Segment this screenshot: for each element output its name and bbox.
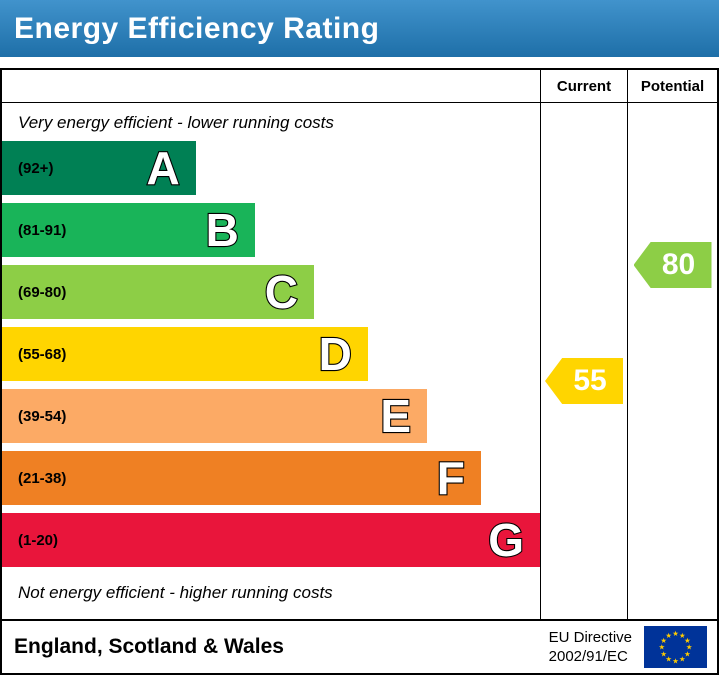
chart-grid: Current Potential Very energy efficient …: [2, 70, 717, 619]
band-range-label: (55-68): [18, 345, 67, 363]
band-letter: G: [487, 514, 525, 566]
eu-flag-icon: ★ ★ ★ ★ ★ ★ ★ ★ ★ ★ ★ ★: [644, 626, 707, 668]
region-label: England, Scotland & Wales: [14, 635, 284, 658]
potential-column-header: Potential: [627, 70, 717, 103]
band-letter: F: [436, 452, 466, 504]
svg-text:★: ★: [665, 654, 672, 663]
band-range-label: (39-54): [18, 407, 67, 425]
caption-top: Very energy efficient - lower running co…: [18, 113, 334, 132]
band-row-g: (1-20) G: [2, 513, 540, 567]
eu-directive-line2: 2002/91/EC: [548, 648, 628, 665]
svg-text:★: ★: [659, 643, 666, 652]
band-bar-f: (21-38) F: [2, 451, 481, 505]
svg-text:★: ★: [679, 654, 686, 663]
band-letter: E: [379, 390, 412, 442]
title-bar: Energy Efficiency Rating: [0, 0, 719, 57]
band-range-label: (69-80): [18, 283, 67, 301]
band-letter: D: [317, 328, 352, 380]
eu-directive-label: EU Directive 2002/91/EC: [549, 628, 632, 667]
band-row-e: (39-54) E: [2, 389, 540, 443]
band-bar-b: (81-91) B: [2, 203, 255, 257]
band-bar-a: (92+) A: [2, 141, 196, 195]
page-title: Energy Efficiency Rating: [14, 11, 380, 45]
band-range-label: (81-91): [18, 221, 67, 239]
band-bar-c: (69-80) C: [2, 265, 315, 319]
caption-bottom: Not energy efficient - higher running co…: [18, 583, 333, 602]
current-rating-arrow: 55: [545, 358, 623, 404]
svg-text:★: ★: [660, 636, 667, 645]
current-column: 55: [540, 103, 627, 619]
band-range-label: (1-20): [18, 531, 59, 549]
svg-text:★: ★: [679, 631, 686, 640]
current-column-header: Current: [540, 70, 627, 103]
band-row-a: (92+) A: [2, 141, 540, 195]
bands-area: Very energy efficient - lower running co…: [2, 103, 540, 619]
band-bar-e: (39-54) E: [2, 389, 428, 443]
band-row-c: (69-80) C: [2, 265, 540, 319]
svg-text:★: ★: [672, 629, 679, 638]
footer: England, Scotland & Wales EU Directive 2…: [2, 619, 717, 673]
band-letter: A: [145, 142, 180, 194]
chart-frame: Current Potential Very energy efficient …: [0, 68, 719, 675]
band-letter: C: [264, 266, 299, 318]
band-bar-g: (1-20) G: [2, 513, 540, 567]
band-bar-d: (55-68) D: [2, 327, 368, 381]
band-row-f: (21-38) F: [2, 451, 540, 505]
svg-text:★: ★: [684, 636, 691, 645]
svg-text:★: ★: [684, 649, 691, 658]
svg-text:★: ★: [672, 656, 679, 665]
svg-text:★: ★: [665, 631, 672, 640]
potential-rating-arrow: 80: [633, 242, 712, 288]
eu-directive-line1: EU Directive: [548, 628, 632, 646]
svg-text:★: ★: [686, 643, 693, 652]
band-letter: B: [205, 204, 240, 256]
band-range-label: (21-38): [18, 469, 67, 487]
band-row-b: (81-91) B: [2, 203, 540, 257]
band-row-d: (55-68) D: [2, 327, 540, 381]
band-range-label: (92+): [18, 159, 54, 177]
svg-text:★: ★: [660, 649, 667, 658]
potential-column: 80: [627, 103, 717, 619]
header-spacer: [2, 70, 540, 103]
